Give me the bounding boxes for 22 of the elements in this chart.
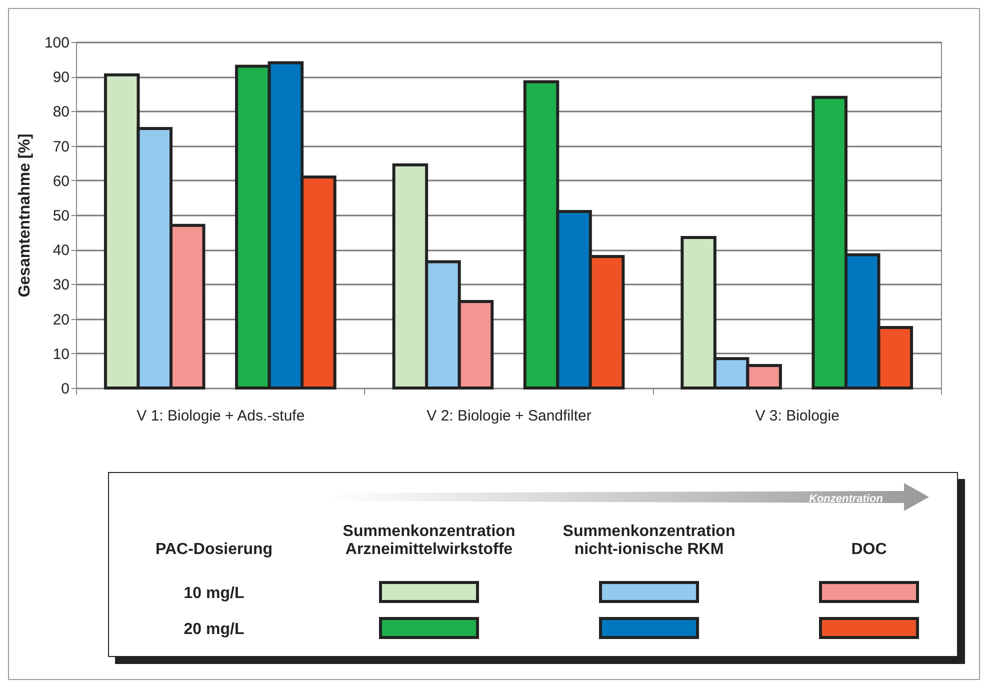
text: PAC-Dosierung bbox=[154, 541, 274, 559]
y-tick-label: 30 bbox=[52, 276, 70, 294]
y-tick-label: 90 bbox=[52, 69, 70, 86]
text: 20 mg/L bbox=[182, 621, 246, 639]
y-tick-label: 10 bbox=[52, 346, 70, 363]
y-tick-label: 50 bbox=[52, 208, 70, 224]
y-tick-label: 20 bbox=[52, 311, 70, 328]
text: Konzentration bbox=[809, 493, 883, 505]
y-axis-title: Gesamtentnahme [%] bbox=[16, 134, 34, 298]
text: DOC bbox=[850, 540, 888, 559]
x-tick-label: V 1: Biologie + Ads.-stufe bbox=[136, 408, 305, 424]
text: 10 mg/L bbox=[182, 585, 246, 603]
text: Summenkonzentration Arzneimittelwirkstoffe bbox=[342, 522, 516, 559]
text: Summenkonzentration nicht-ionische RKM bbox=[562, 522, 736, 559]
y-tick-label: 40 bbox=[52, 242, 70, 260]
y-tick-label: 60 bbox=[52, 172, 70, 190]
y-tick-label: 80 bbox=[52, 104, 70, 121]
x-tick-label: V 3: Biologie bbox=[755, 408, 840, 424]
y-tick-label: 70 bbox=[52, 138, 70, 156]
y-tick-label: 0 bbox=[61, 380, 70, 398]
x-tick-label: V 2: Biologie + Sandfilter bbox=[426, 408, 592, 424]
y-tick-label: 100 bbox=[44, 34, 70, 52]
